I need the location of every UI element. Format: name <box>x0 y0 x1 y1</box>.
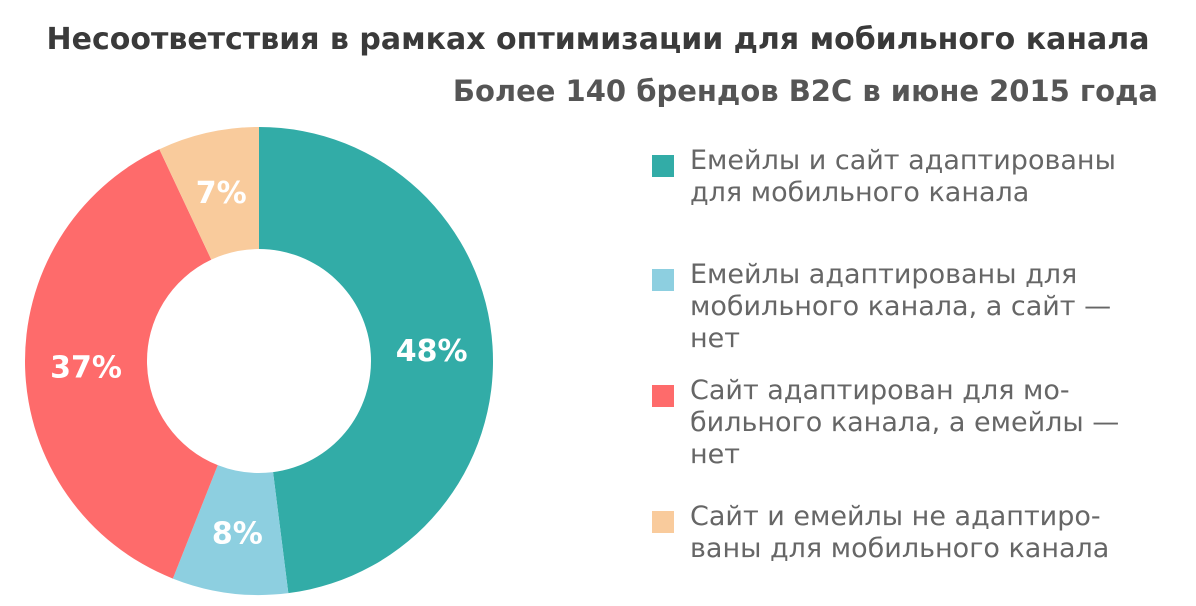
chart-title: Несоответствия в рамках оптимизации для … <box>46 22 1150 57</box>
legend-label-4: Сайт и емейлы не адаптиро- ваны для моби… <box>690 501 1110 564</box>
slice-value-label-4: 7% <box>196 176 247 211</box>
donut-slice-4 <box>159 127 259 260</box>
donut-slice-3 <box>24 149 218 579</box>
legend-swatch-4 <box>652 511 674 533</box>
chart-subtitle: Более 140 брендов B2C в июне 2015 года <box>452 74 1158 108</box>
legend-swatch-3 <box>652 385 674 407</box>
donut-chart: 48% 8% 37% 7% <box>24 127 494 595</box>
slice-value-label-3: 37% <box>50 350 122 385</box>
legend-swatch-2 <box>652 269 674 291</box>
slice-value-label-1: 48% <box>396 334 468 369</box>
donut-slice-2 <box>172 465 289 595</box>
legend-label-2: Емейлы адаптированы для мобильного канал… <box>690 259 1112 354</box>
legend-label-1: Емейлы и сайт адаптированы для мобильног… <box>690 145 1116 208</box>
legend-swatch-1 <box>652 155 674 177</box>
donut-slice-1 <box>259 127 494 594</box>
legend-label-3: Сайт адаптирован для мо- бильного канала… <box>690 375 1120 470</box>
slice-value-label-2: 8% <box>212 517 263 552</box>
